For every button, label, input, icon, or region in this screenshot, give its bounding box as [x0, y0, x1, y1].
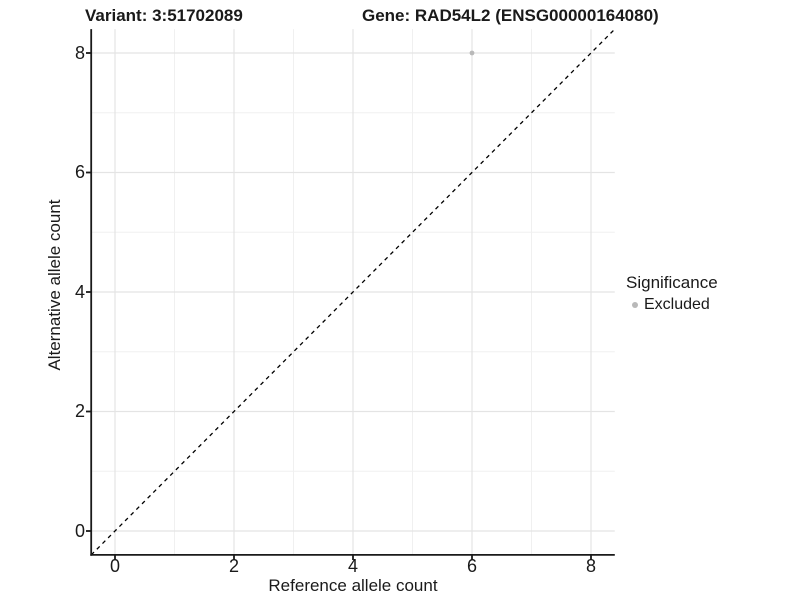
data-point-excluded: [469, 50, 475, 56]
y-tick-label-4: 4: [74, 282, 85, 302]
excluded-marker-icon: [632, 302, 638, 308]
y-axis-title: Alternative allele count: [45, 199, 64, 371]
gene-title: Gene: RAD54L2 (ENSG00000164080): [362, 6, 659, 25]
legend-entry-excluded: Excluded: [626, 296, 718, 314]
y-tick-label-0: 0: [74, 521, 85, 541]
x-tick-label-0: 0: [109, 556, 120, 576]
legend-entry-label: Excluded: [644, 296, 710, 313]
identity-line: [90, 28, 616, 556]
x-tick-label-6: 6: [466, 556, 477, 576]
major-gridlines: [91, 29, 615, 555]
x-tick-label-2: 2: [228, 556, 239, 576]
variant-title: Variant: 3:51702089: [85, 6, 243, 25]
x-tick-label-8: 8: [585, 556, 596, 576]
legend: Significance Excluded: [626, 272, 718, 314]
y-tick-label-6: 6: [74, 162, 85, 182]
y-tick-label-8: 8: [74, 43, 85, 63]
tick-marks: [86, 52, 592, 560]
x-axis-title: Reference allele count: [268, 576, 438, 595]
y-tick-label-2: 2: [74, 401, 85, 421]
legend-title: Significance: [626, 273, 718, 292]
x-tick-label-4: 4: [347, 556, 358, 576]
